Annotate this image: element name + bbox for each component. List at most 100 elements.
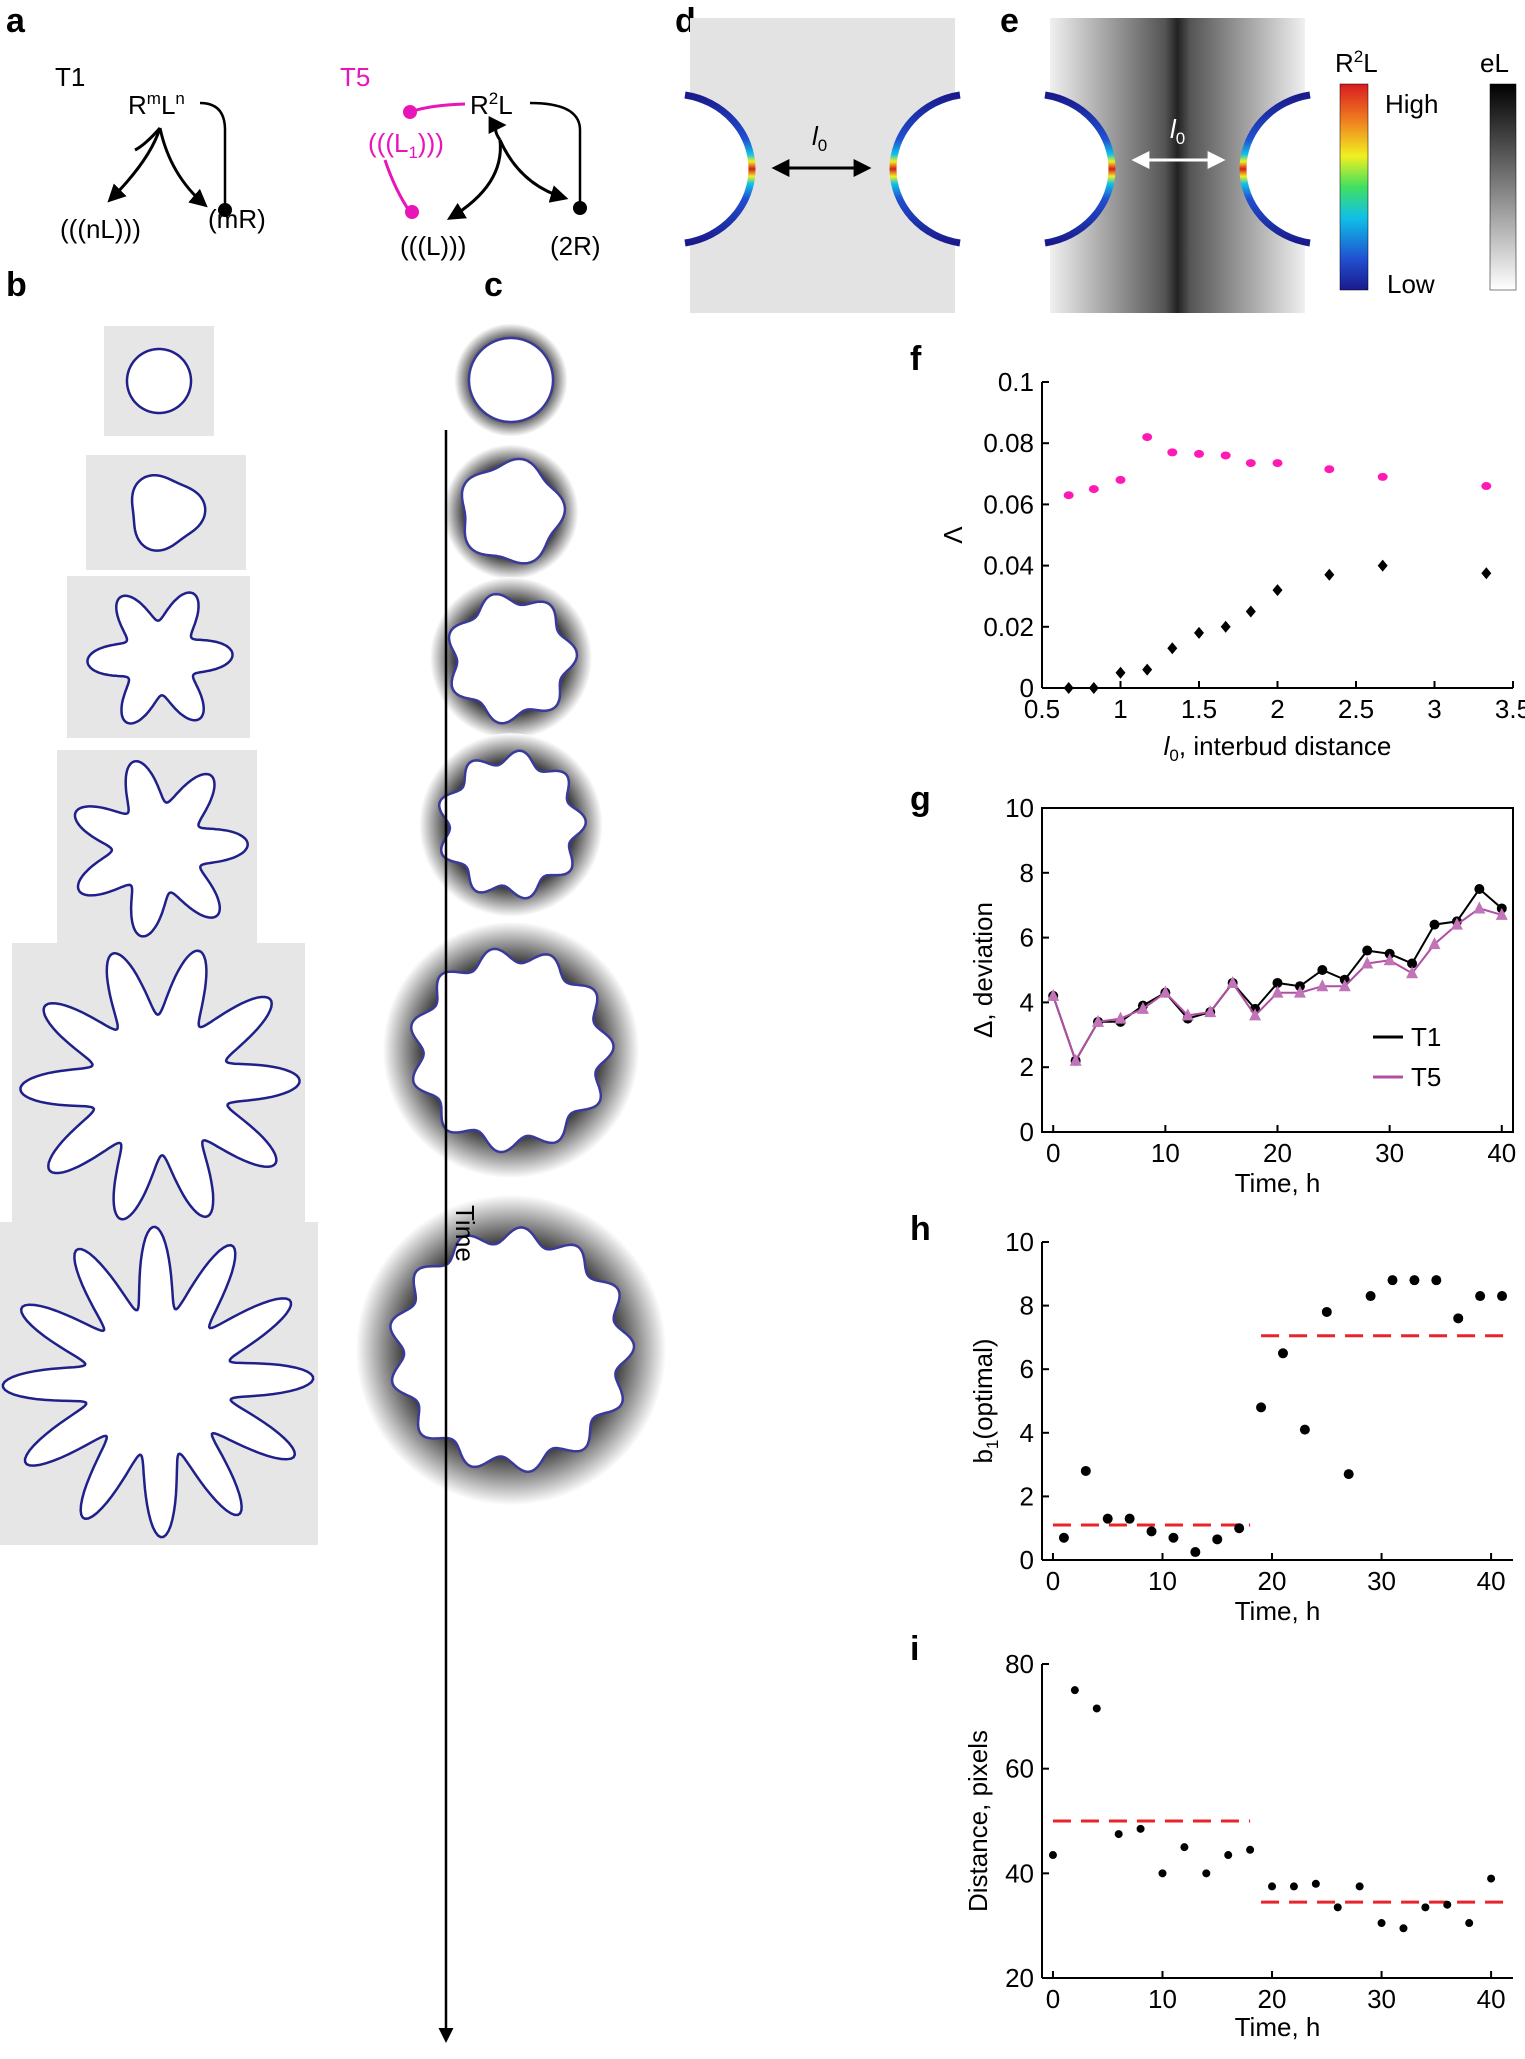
data-point <box>1047 988 1060 1001</box>
t1-arrow-hook <box>134 127 162 152</box>
panel-c-shape <box>410 947 615 1154</box>
colorbar-r2l-title: R2L <box>1335 47 1378 78</box>
y-tick-label: 0.1 <box>998 367 1034 397</box>
y-axis-label: Distance, pixels <box>963 1730 993 1912</box>
data-point <box>1361 956 1374 969</box>
t5-arrow-left <box>446 139 502 220</box>
data-point <box>1088 682 1099 694</box>
y-tick-label: 20 <box>1005 1963 1034 1993</box>
data-point <box>1465 1919 1474 1928</box>
data-point <box>1142 663 1153 676</box>
plot-frame <box>1041 807 1514 1133</box>
data-point <box>1168 1532 1179 1543</box>
data-point <box>1450 917 1463 930</box>
t5-inhibitor-dot-top <box>403 105 417 119</box>
data-point <box>1317 965 1328 975</box>
t5-right-product: (2R) <box>550 231 601 261</box>
data-point <box>1268 1882 1277 1891</box>
x-axis-label: Time, h <box>1235 1596 1321 1626</box>
data-point <box>1272 459 1283 468</box>
t1-right-product: (mR) <box>208 204 266 234</box>
data-point <box>1293 985 1306 998</box>
data-point <box>1212 1534 1223 1545</box>
y-tick-label: 10 <box>1005 1227 1034 1257</box>
data-point <box>1399 1924 1408 1933</box>
data-point <box>1069 1053 1082 1066</box>
data-point <box>1277 1348 1288 1359</box>
panel-b-shape <box>73 759 249 938</box>
data-point <box>1190 1547 1201 1558</box>
legend-label-t1: T1 <box>1411 1022 1441 1052</box>
data-point <box>1234 1523 1245 1534</box>
x-tick-label: 40 <box>1487 1138 1516 1168</box>
colorbar-low-label: Low <box>1387 269 1435 299</box>
data-point <box>1102 1513 1113 1524</box>
data-point <box>1167 448 1178 457</box>
x-tick-label: 30 <box>1367 1984 1396 2014</box>
data-point <box>1355 1882 1364 1891</box>
panel-label-h: h <box>910 1210 931 1248</box>
x-tick-label: 0 <box>1046 1984 1060 2014</box>
x-tick-label: 10 <box>1148 1566 1177 1596</box>
t5-inhibitor: (((L1))) <box>368 128 444 162</box>
y-tick-label: 4 <box>1020 987 1034 1017</box>
x-tick-label: 10 <box>1148 1984 1177 2014</box>
x-axis-label: Time, h <box>1235 1168 1321 1198</box>
data-point <box>1299 1424 1310 1435</box>
t5-inhibition-line <box>529 101 582 205</box>
chart-g: 0 10 20 30 40 0 2 4 6 8 10 T1 T5 Time, h Δ, deviation <box>968 793 1516 1198</box>
data-point <box>1220 620 1231 633</box>
y-tick-label: 6 <box>1020 1354 1034 1384</box>
data-point <box>1495 907 1508 920</box>
data-point <box>1088 485 1099 494</box>
data-point <box>1158 1869 1167 1878</box>
panel-d-distance-label: l0 <box>812 121 827 155</box>
t1-complex: RmLn <box>128 89 185 120</box>
data-point <box>1474 884 1485 894</box>
colorbar-r2l <box>1339 83 1369 291</box>
colorbar-high-label: High <box>1385 89 1438 119</box>
data-point <box>1365 1291 1376 1302</box>
data-point <box>1249 1008 1262 1021</box>
panel-label-c: c <box>484 266 503 304</box>
y-tick-label: 4 <box>1020 1418 1034 1448</box>
x-tick-label: 2 <box>1270 694 1284 724</box>
data-point <box>1114 1830 1123 1839</box>
data-point <box>1443 1900 1452 1909</box>
data-point <box>1387 1275 1398 1286</box>
data-point <box>1220 451 1231 460</box>
x-tick-label: 30 <box>1375 1138 1404 1168</box>
data-point <box>1063 682 1074 694</box>
x-tick-label: 20 <box>1258 1566 1287 1596</box>
panel-b-shape <box>1 1225 315 1539</box>
t5-arrow-up <box>488 116 507 141</box>
data-point <box>1324 465 1335 474</box>
x-tick-label: 2.5 <box>1338 694 1374 724</box>
data-point <box>1048 1851 1057 1860</box>
panel-e-distance-label: l0 <box>1170 114 1185 148</box>
panel-b-shape <box>125 347 193 415</box>
data-point <box>1453 1313 1464 1324</box>
y-tick-label: 0.02 <box>983 612 1034 642</box>
data-point <box>1246 1845 1255 1854</box>
t5-inhibitor-line-bottom <box>383 159 412 213</box>
data-point <box>1431 1275 1442 1286</box>
panel-b-shape <box>19 949 301 1221</box>
y-axis-label: Λ <box>938 526 968 544</box>
chart-i: 0 10 20 30 40 20 40 60 80 Time, h Distance, pixels <box>963 1649 1513 2042</box>
panel-label-a: a <box>6 2 26 40</box>
data-point <box>1271 985 1284 998</box>
data-point <box>1272 977 1283 988</box>
t1-title: T1 <box>55 62 85 92</box>
data-point <box>1092 1014 1105 1027</box>
data-point <box>1202 1869 1211 1878</box>
chart-f: 0.5 1 1.5 2 2.5 3 3.5 0 0.02 0.04 0.06 0.08 0.1 l0, i… <box>938 367 1525 765</box>
panel-b-shape <box>86 591 234 725</box>
data-point <box>1311 1879 1320 1888</box>
data-point <box>1481 567 1492 580</box>
y-tick-label: 40 <box>1005 1858 1034 1888</box>
x-tick-label: 10 <box>1151 1138 1180 1168</box>
t5-complex: R2L <box>470 89 513 120</box>
data-point <box>1362 945 1373 956</box>
data-point <box>1497 1291 1508 1302</box>
